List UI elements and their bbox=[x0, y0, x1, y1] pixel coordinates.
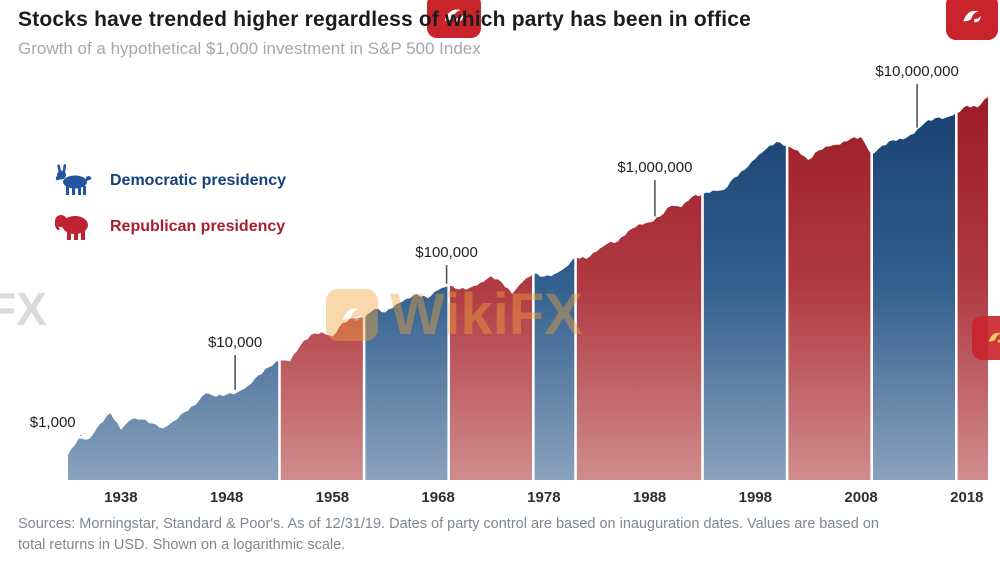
value-annotation-label: $10,000 bbox=[207, 334, 263, 351]
source-note-line2: total returns in USD. Shown on a logarit… bbox=[18, 537, 346, 553]
legend-republican-label: Republican presidency bbox=[110, 218, 286, 235]
legend-row-democratic: Democratic presidency bbox=[52, 158, 286, 204]
area-segment-republican-1969-1977 bbox=[448, 273, 534, 480]
x-axis-label-1978: 1978 bbox=[527, 489, 561, 506]
area-segment-democratic-2009-2017 bbox=[871, 113, 957, 481]
wikifx-logo-icon bbox=[972, 316, 1000, 360]
wikifx-bird-icon bbox=[342, 308, 362, 321]
area-segment-republican-1953-1961 bbox=[279, 317, 365, 480]
x-axis-label-1948: 1948 bbox=[209, 489, 244, 506]
area-segment-democratic-1933-1953 bbox=[68, 360, 280, 480]
value-annotation-label: $1,000 bbox=[29, 414, 76, 431]
area-segment-democratic-1977-1981 bbox=[533, 257, 576, 480]
chart-subtitle: Growth of a hypothetical $1,000 investme… bbox=[18, 39, 481, 58]
wikifx-bird-icon bbox=[963, 10, 981, 23]
area-segment-democratic-1961-1969 bbox=[364, 286, 449, 480]
area-segment-republican-2001-2009 bbox=[787, 137, 872, 480]
area-segment-republican-2017-2020 bbox=[956, 97, 988, 480]
source-note: Sources: Morningstar, Standard & Poor's.… bbox=[18, 514, 879, 556]
legend-democratic-label: Democratic presidency bbox=[110, 172, 287, 189]
wikifx-logo-icon bbox=[326, 289, 378, 341]
x-axis-label-1938: 1938 bbox=[104, 489, 138, 506]
chart-title: Stocks have trended higher regardless of… bbox=[18, 8, 752, 31]
wikifx-watermark-partial: FX bbox=[0, 283, 47, 335]
wikifx-bird-icon bbox=[444, 9, 464, 22]
x-axis-label-1968: 1968 bbox=[421, 489, 455, 506]
donkey-icon bbox=[52, 162, 94, 201]
x-axis-label-2008: 2008 bbox=[844, 489, 878, 506]
wikifx-watermark-text: WikiFX bbox=[390, 282, 583, 347]
wikifx-logo-icon bbox=[946, 0, 998, 40]
x-axis-label-1958: 1958 bbox=[315, 489, 350, 506]
x-axis-label-1998: 1998 bbox=[738, 489, 773, 506]
wikifx-logo-icon bbox=[427, 0, 481, 38]
x-axis-label-1988: 1988 bbox=[632, 489, 667, 506]
wikifx-watermark: WikiFX bbox=[326, 286, 583, 344]
area-segment-republican-1981-1993 bbox=[575, 194, 703, 480]
legend-row-republican: Republican presidency bbox=[52, 204, 286, 250]
value-annotation-label: $10,000,000 bbox=[875, 63, 959, 80]
area-segment-democratic-1993-2001 bbox=[702, 142, 788, 480]
legend: Democratic presidency Republican preside… bbox=[52, 158, 286, 250]
value-annotation-label: $1,000,000 bbox=[617, 159, 693, 176]
x-axis-label-2018: 2018 bbox=[950, 489, 984, 506]
source-note-line1: Sources: Morningstar, Standard & Poor's.… bbox=[18, 516, 879, 532]
value-annotation-label: $100,000 bbox=[415, 244, 478, 261]
elephant-icon bbox=[52, 208, 94, 247]
wikifx-bird-icon bbox=[988, 332, 1000, 343]
